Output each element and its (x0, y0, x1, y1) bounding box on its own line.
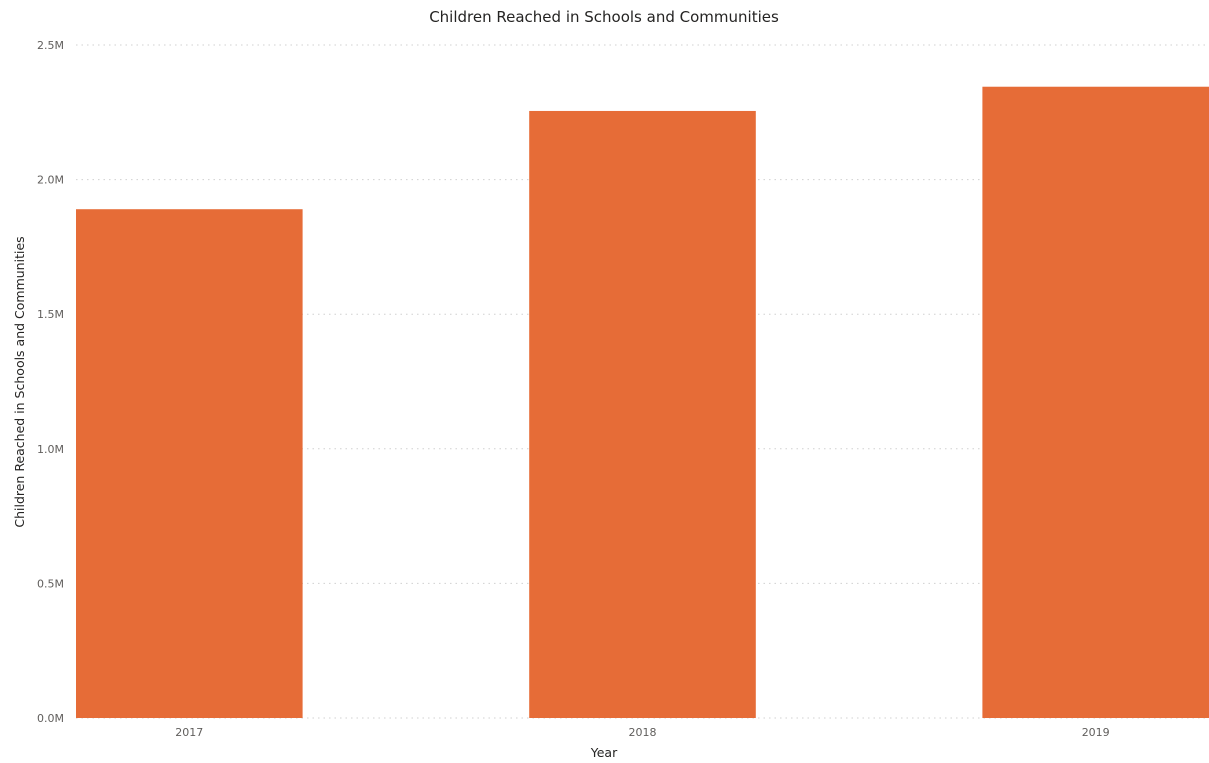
x-tick-label: 2019 (1082, 726, 1110, 739)
bar-2018[interactable] (529, 110, 756, 719)
x-axis-ticks: 2017 2018 2019 (175, 726, 1109, 739)
y-tick-label: 0.0M (37, 712, 64, 725)
x-tick-label: 2017 (175, 726, 203, 739)
x-axis-label: Year (590, 745, 618, 760)
bar-2017[interactable] (76, 209, 303, 718)
bars (76, 86, 1209, 719)
y-tick-label: 2.0M (37, 174, 64, 187)
y-tick-label: 1.5M (37, 308, 64, 321)
bar-2019[interactable] (982, 86, 1209, 718)
y-axis-ticks: 0.0M 0.5M 1.0M 1.5M 2.0M 2.5M (37, 39, 64, 725)
y-axis-label: Children Reached in Schools and Communit… (12, 236, 27, 527)
y-tick-label: 2.5M (37, 39, 64, 52)
y-tick-label: 0.5M (37, 577, 64, 590)
x-tick-label: 2018 (629, 726, 657, 739)
chart-title: Children Reached in Schools and Communit… (429, 8, 779, 26)
y-tick-label: 1.0M (37, 443, 64, 456)
